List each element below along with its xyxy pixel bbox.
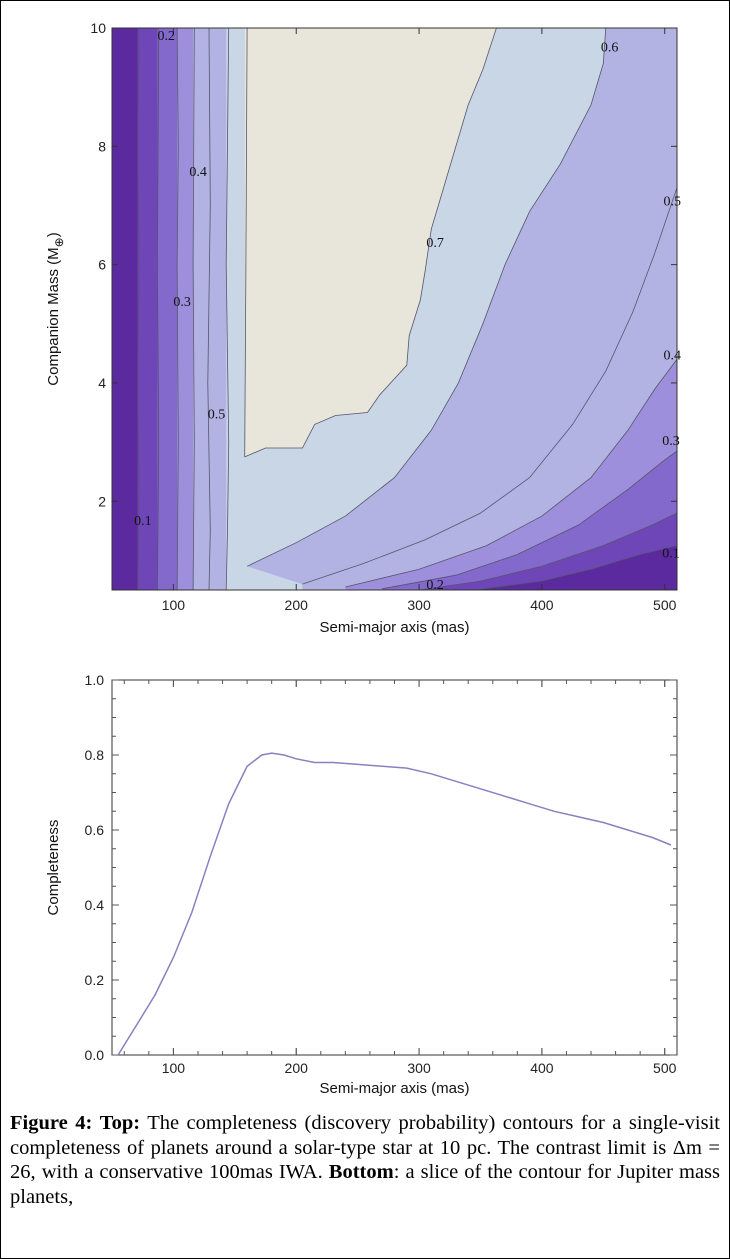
contour-line (419, 512, 677, 590)
contour-band (244, 28, 497, 457)
line-plot-border (111, 679, 678, 1056)
figure-caption: Figure 4: Top: The completeness (discove… (10, 1111, 720, 1209)
contour-level-label: 0.1 (662, 546, 680, 561)
caption-top-label: Top: (99, 1112, 141, 1134)
contour-band (137, 28, 158, 590)
contour-level-label: 0.2 (157, 29, 175, 44)
caption-bottom-label: Bottom (328, 1161, 394, 1183)
contour-y-label-main: Companion Mass (M (45, 247, 62, 385)
contour-line (246, 28, 607, 567)
contour-level-label: 0.4 (663, 348, 681, 363)
contour-band (226, 28, 303, 590)
contour-level-label: 0.7 (426, 236, 444, 251)
contour-y-label-subscript: ⊕ (52, 237, 66, 247)
caption-top-text: The completeness (discovery probability)… (10, 1112, 720, 1183)
x-tick-label: 100 (162, 1060, 186, 1076)
x-tick-label: 400 (530, 1060, 554, 1076)
x-tick-label: 200 (285, 1060, 309, 1076)
contour-line (225, 28, 230, 590)
contour-line (137, 28, 140, 590)
contour-y-label-close: ) (45, 232, 62, 237)
contour-line (176, 28, 179, 590)
figure-svg: 100 200 300 400 500 2 4 6 8 10 0.2 0.4 0.3 0.5 0.1 0.7… (45, 20, 681, 1097)
contour-level-label: 0.6 (601, 41, 619, 56)
contour-level-label: 0.5 (208, 407, 226, 422)
line-y-axis-label: Completeness (45, 820, 62, 916)
contour-level-label: 0.4 (189, 165, 207, 180)
y-tick-label: 0.4 (85, 897, 105, 913)
caption-bottom-text: : a slice of the contour for Jupiter mas… (10, 1161, 721, 1208)
contour-y-axis-label: Companion Mass (M⊕) (45, 232, 66, 385)
x-tick-label: 100 (162, 597, 186, 613)
contour-plot: 100 200 300 400 500 2 4 6 8 10 0.2 0.4 0.3 0.5 0.1 0.7… (45, 20, 681, 636)
y-tick-label: 0.8 (85, 747, 105, 763)
contour-line (345, 359, 677, 588)
contour-x-axis-label: Semi-major axis (mas) (319, 619, 469, 636)
contour-band (193, 28, 210, 590)
contour-plot-border (111, 27, 678, 591)
contour-line (192, 28, 195, 590)
x-tick-label: 400 (530, 597, 554, 613)
line-x-axis-label: Semi-major axis (mas) (319, 1080, 469, 1097)
contour-line (156, 28, 160, 590)
contour-level-label: 0.1 (134, 514, 152, 529)
contour-level-label: 0.3 (662, 434, 680, 449)
y-tick-label: 8 (98, 138, 106, 154)
y-tick-label: 10 (90, 20, 106, 36)
completeness-line-plot: 100 200 300 400 500 0.0 0.2 0.4 0.6 0.8 1.0 Semi-m… (45, 672, 678, 1097)
contour-line (244, 28, 248, 457)
y-tick-label: 0.0 (85, 1047, 105, 1063)
x-tick-label: 500 (653, 597, 677, 613)
contour-band (209, 28, 227, 590)
y-tick-label: 0.6 (85, 822, 105, 838)
x-tick-label: 200 (285, 597, 309, 613)
x-tick-label: 500 (653, 1060, 677, 1076)
contour-band (157, 28, 178, 590)
caption-figure-label: Figure 4: (10, 1112, 93, 1134)
contour-band (474, 545, 677, 590)
contour-level-label: 0.3 (173, 295, 191, 310)
contour-line (244, 28, 497, 458)
contour-line (382, 450, 677, 590)
y-tick-label: 0.2 (85, 972, 105, 988)
contour-level-label: 0.5 (663, 194, 681, 209)
x-tick-label: 300 (407, 597, 431, 613)
contour-line (474, 545, 677, 590)
y-tick-label: 6 (98, 257, 106, 273)
x-tick-label: 300 (407, 1060, 431, 1076)
contour-level-label: 0.2 (426, 578, 444, 593)
y-tick-label: 2 (98, 493, 106, 509)
y-tick-label: 4 (98, 375, 106, 391)
contour-band (112, 28, 138, 590)
contour-line (302, 187, 677, 585)
contour-line (207, 28, 211, 590)
y-tick-label: 1.0 (85, 672, 105, 688)
contour-band (177, 28, 194, 590)
completeness-series-line (117, 752, 672, 1055)
